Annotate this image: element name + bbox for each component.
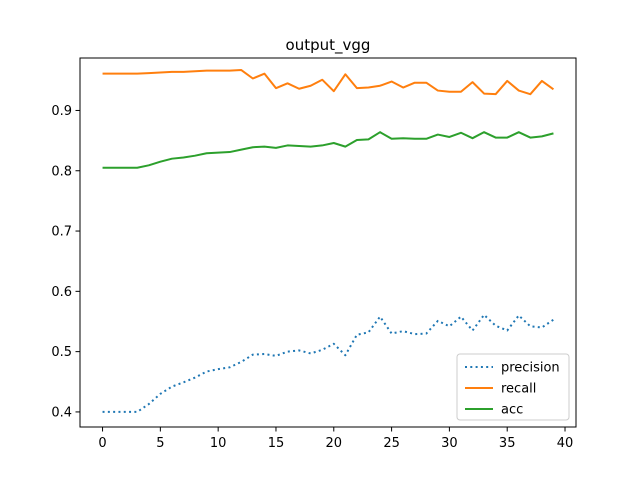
x-tick-label: 15 bbox=[268, 436, 285, 451]
x-axis: 0 5 10 15 20 25 30 35 40 bbox=[98, 427, 573, 451]
x-tick-label: 5 bbox=[156, 436, 164, 451]
x-tick-label: 20 bbox=[326, 436, 343, 451]
legend-label-precision: precision bbox=[501, 361, 560, 376]
x-tick-label: 25 bbox=[383, 436, 400, 451]
y-tick-label: 0.9 bbox=[51, 104, 72, 119]
series-line-recall bbox=[102, 69, 555, 96]
legend-label-recall: recall bbox=[501, 382, 536, 397]
x-tick-label: 35 bbox=[499, 436, 516, 451]
x-tick-label: 0 bbox=[98, 436, 106, 451]
series-line-acc bbox=[102, 131, 554, 169]
y-tick-label: 0.4 bbox=[51, 405, 72, 420]
x-tick-label: 30 bbox=[441, 436, 458, 451]
x-tick-label: 10 bbox=[210, 436, 227, 451]
chart-title: output_vgg bbox=[286, 36, 371, 55]
plot-frame bbox=[79, 57, 577, 428]
legend-box bbox=[456, 353, 570, 421]
y-tick-label: 0.5 bbox=[51, 345, 72, 360]
y-tick-label: 0.7 bbox=[51, 225, 72, 240]
y-tick-label: 0.8 bbox=[51, 164, 72, 179]
series-layer bbox=[102, 69, 555, 413]
legend: precision recall acc bbox=[456, 353, 570, 421]
x-tick-label: 40 bbox=[557, 436, 574, 451]
y-axis: 0.4 0.5 0.6 0.7 0.8 0.9 bbox=[51, 104, 80, 420]
y-tick-label: 0.6 bbox=[51, 285, 72, 300]
legend-label-acc: acc bbox=[501, 403, 523, 418]
